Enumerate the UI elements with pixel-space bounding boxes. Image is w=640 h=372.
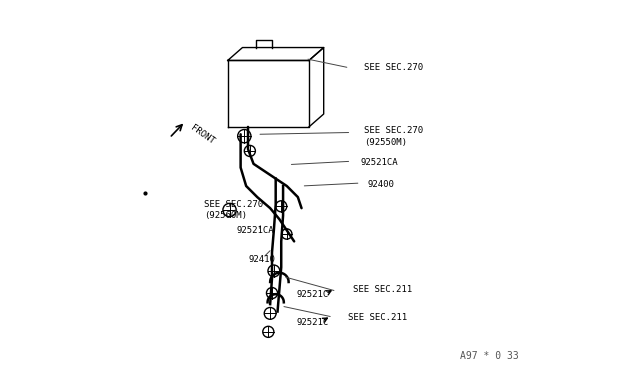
Text: 92410: 92410 [248,255,275,264]
Text: 92400: 92400 [368,180,395,189]
Text: 92521C: 92521C [296,318,328,327]
Text: SEE SEC.270
(92560M): SEE SEC.270 (92560M) [204,200,263,220]
Text: SEE SEC.211: SEE SEC.211 [353,285,412,294]
Text: 92521CA: 92521CA [360,157,398,167]
Text: 92521C: 92521C [296,291,328,299]
Text: A97 * 0 33: A97 * 0 33 [460,351,519,361]
Text: SEE SEC.270: SEE SEC.270 [364,63,424,72]
Text: SEE SEC.211: SEE SEC.211 [348,312,407,321]
Text: SEE SEC.270
(92550M): SEE SEC.270 (92550M) [364,126,424,147]
Text: FRONT: FRONT [189,123,216,146]
Text: 92521CA: 92521CA [237,226,275,235]
